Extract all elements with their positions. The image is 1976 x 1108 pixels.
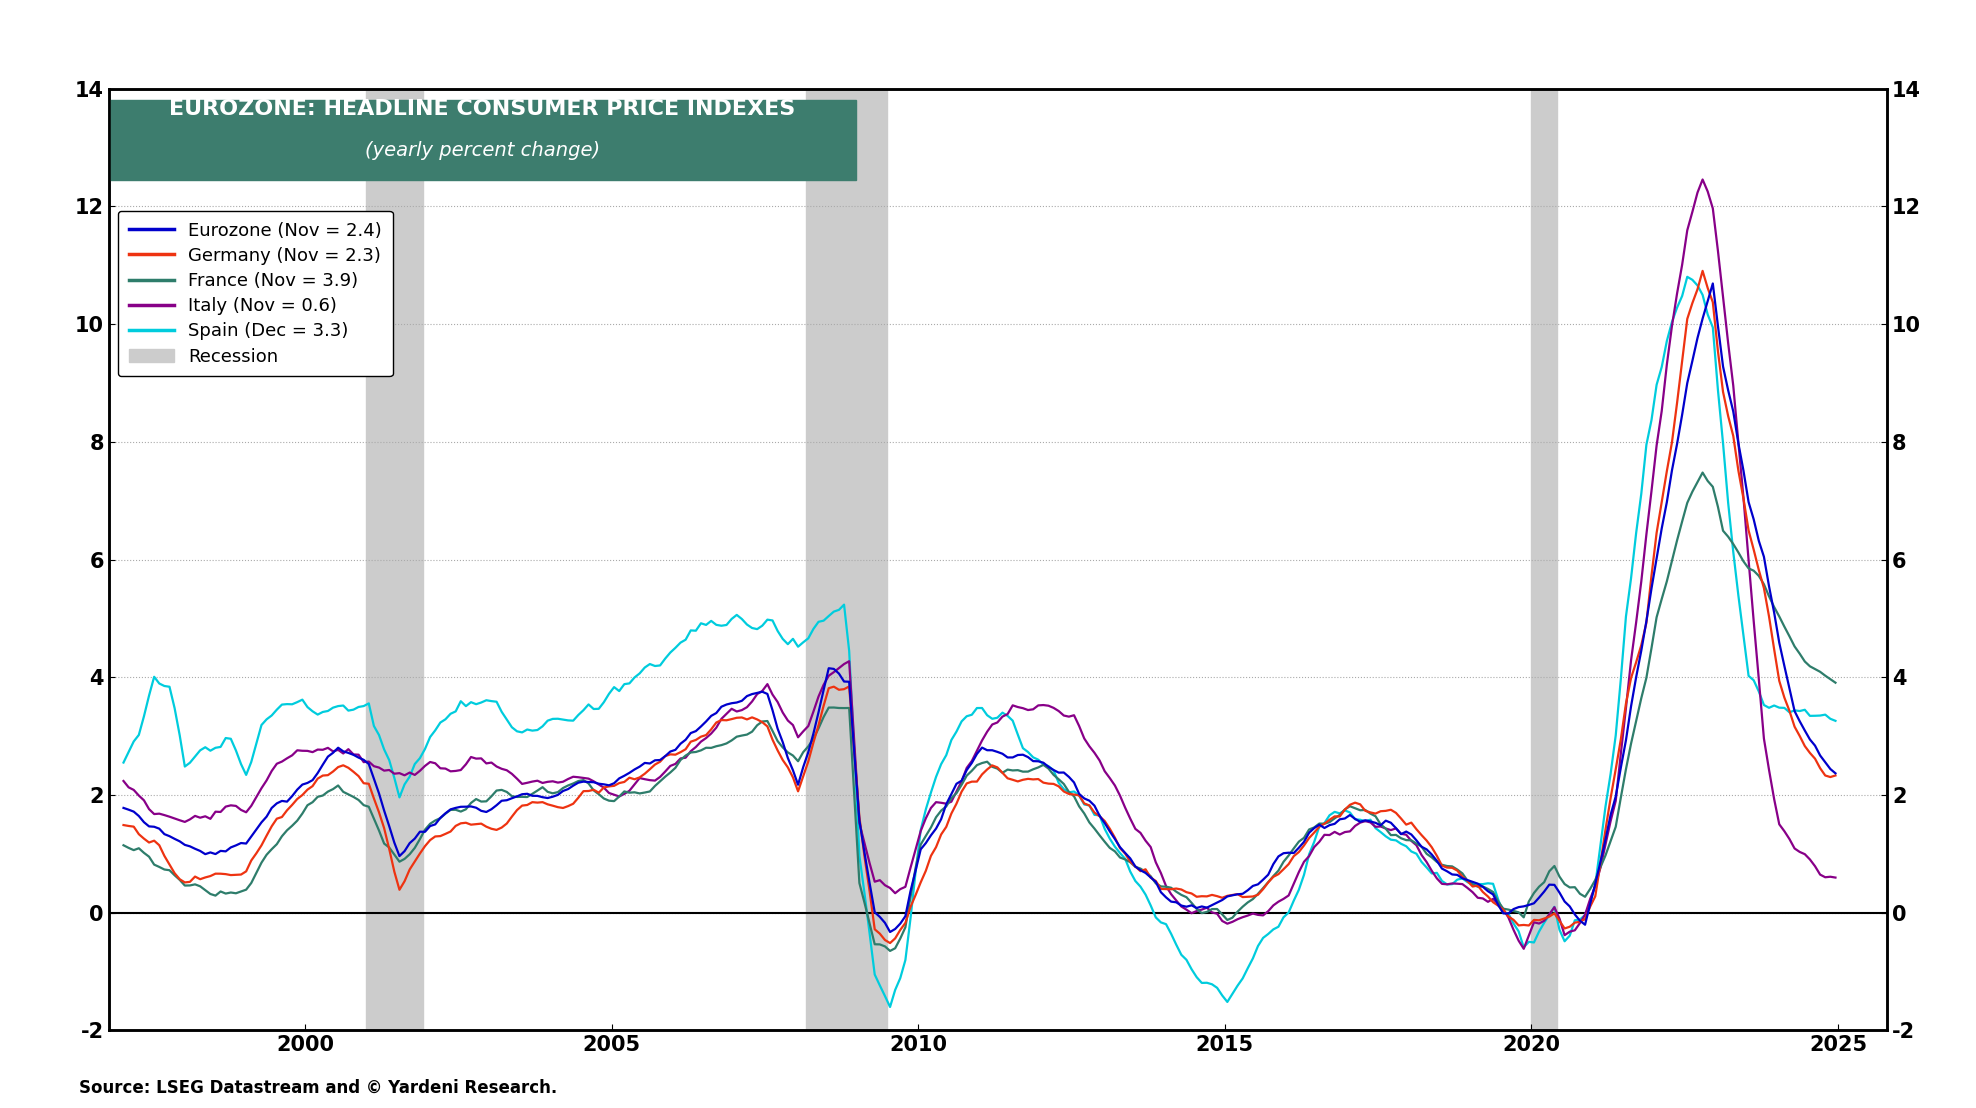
Text: (yearly percent change): (yearly percent change) [366, 141, 599, 160]
Bar [806, 89, 887, 1030]
Text: EUROZONE: HEADLINE CONSUMER PRICE INDEXES: EUROZONE: HEADLINE CONSUMER PRICE INDEXE… [170, 100, 794, 120]
Bar [366, 89, 423, 1030]
Text: Source: LSEG Datastream and © Yardeni Research.: Source: LSEG Datastream and © Yardeni Re… [79, 1079, 557, 1097]
Legend: Eurozone (Nov = 2.4), Germany (Nov = 2.3), France (Nov = 3.9), Italy (Nov = 0.6): Eurozone (Nov = 2.4), Germany (Nov = 2.3… [119, 211, 393, 377]
FancyBboxPatch shape [109, 101, 856, 179]
Bar [1531, 89, 1557, 1030]
